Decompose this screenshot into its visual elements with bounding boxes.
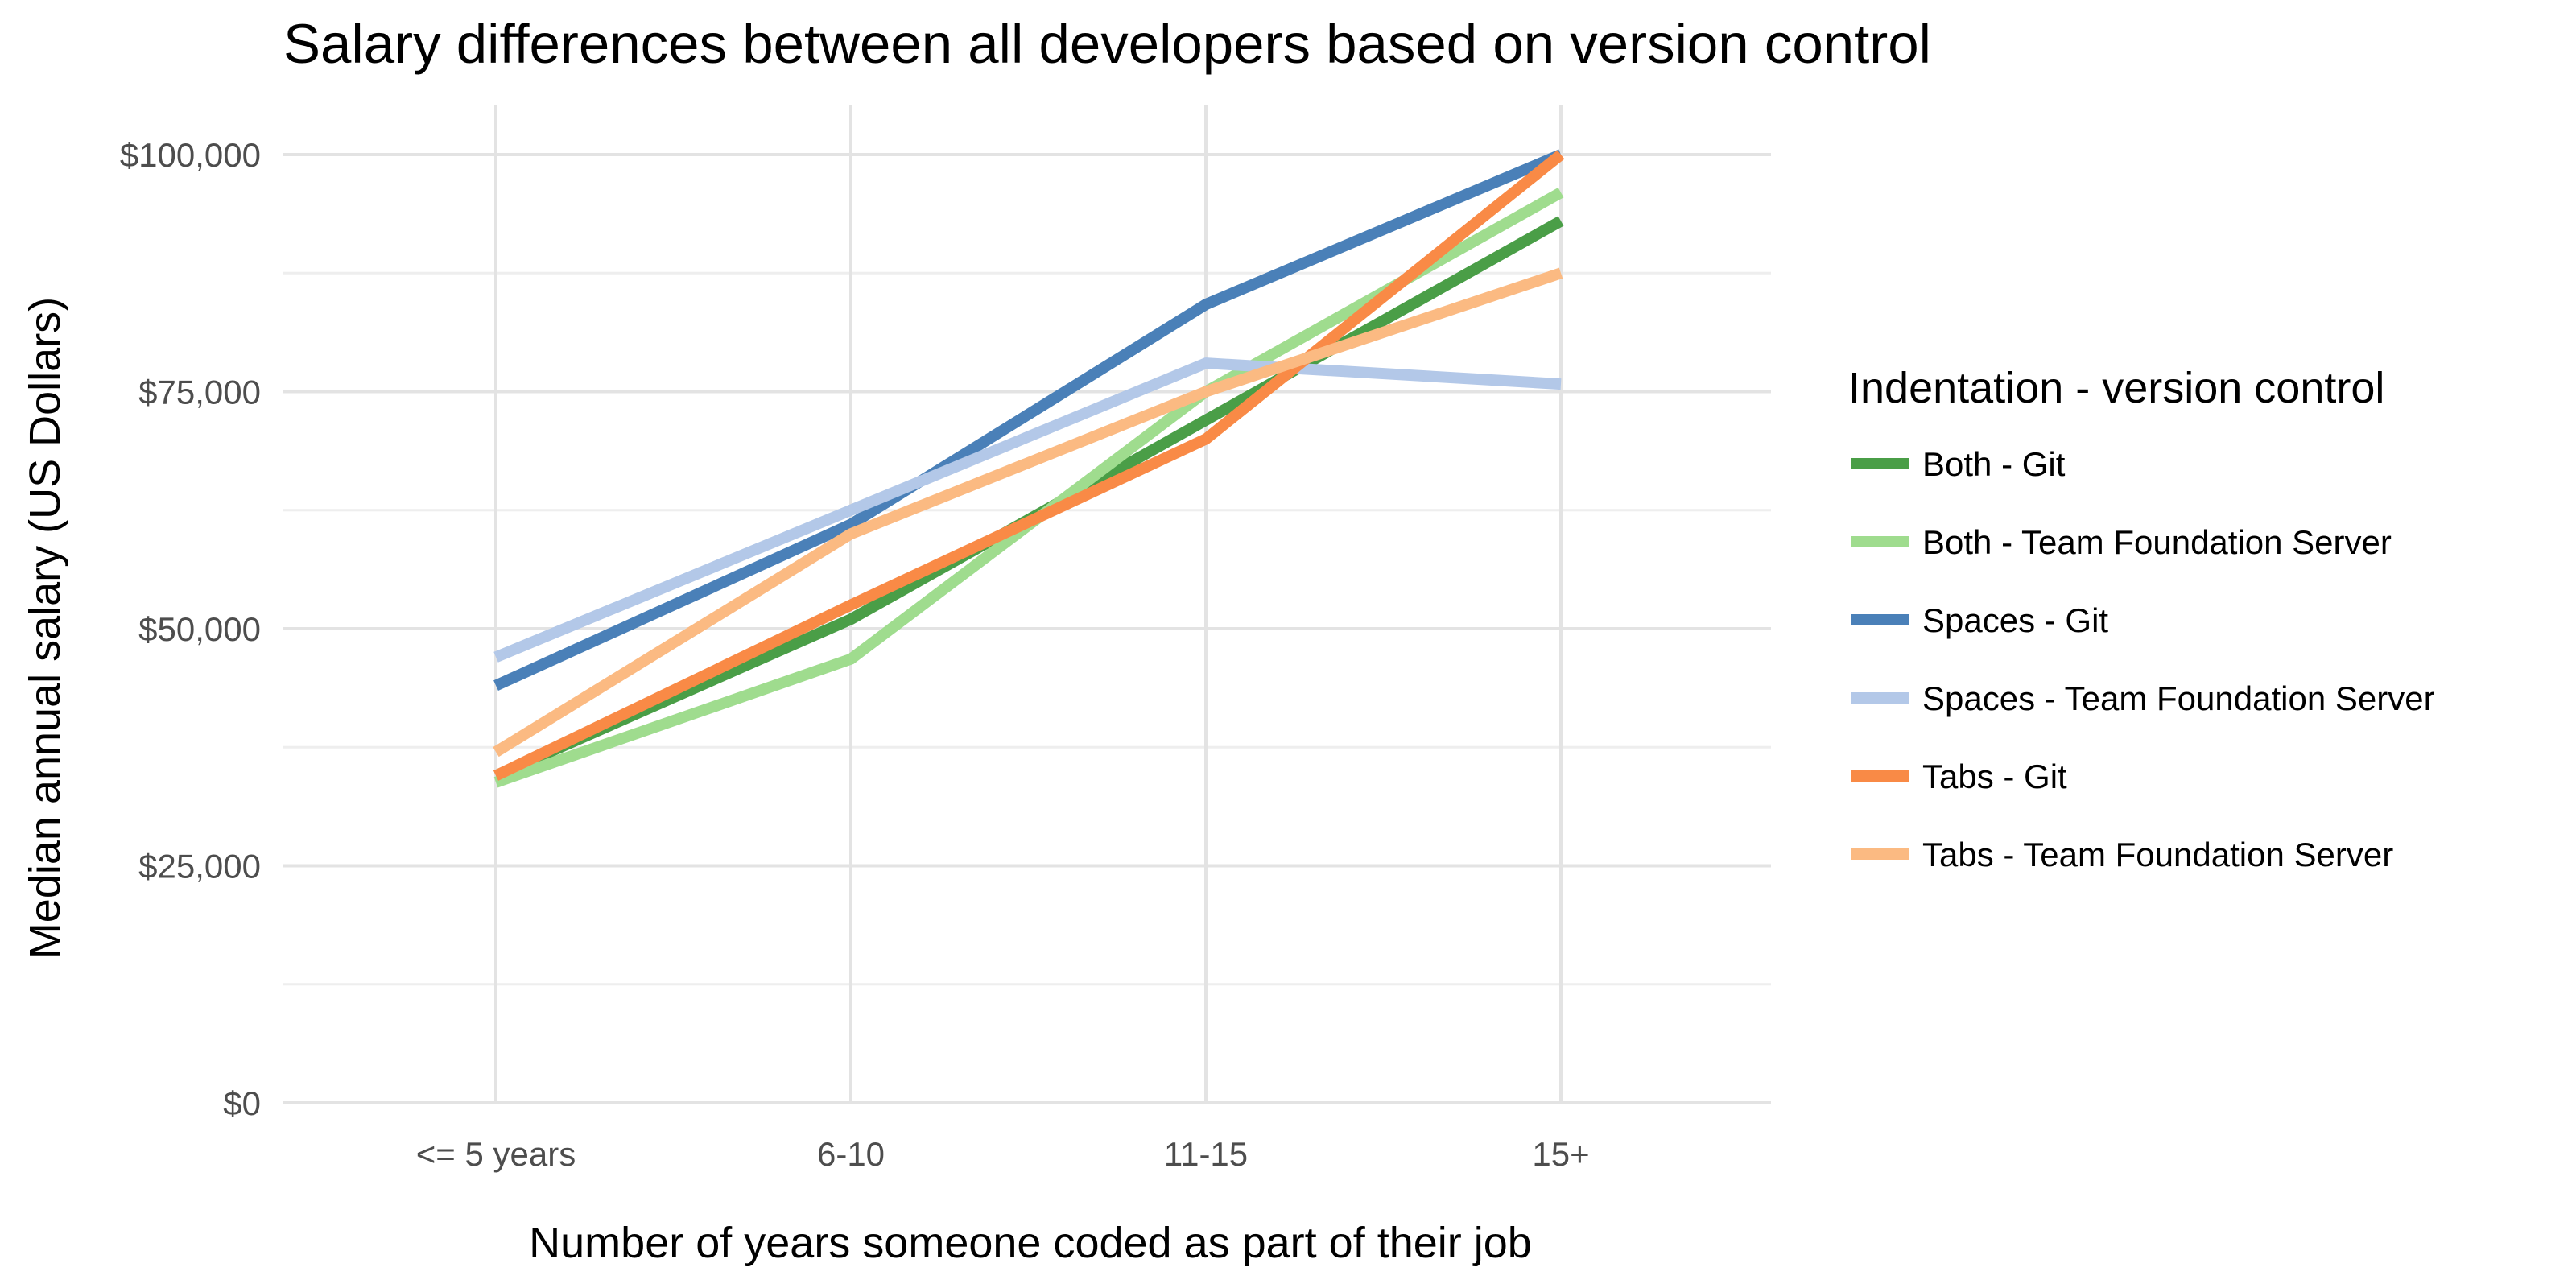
legend-label: Spaces - Team Foundation Server (1922, 679, 2435, 717)
series-line-tabs-team-foundation-server (493, 267, 1563, 758)
legend-label: Spaces - Git (1922, 601, 2108, 639)
x-tick-label: 6-10 (817, 1135, 885, 1173)
legend-items: Both - Git Both - Team Foundation Server S… (1852, 445, 2435, 873)
legend-item-tabs-git: Tabs - Git (1852, 758, 2067, 795)
x-axis-title: Number of years someone coded as part of… (529, 1219, 1532, 1267)
legend-item-spaces-git: Spaces - Git (1852, 601, 2108, 639)
series-line-spaces-git (493, 149, 1563, 691)
x-tick-label: 11-15 (1164, 1135, 1248, 1173)
y-axis-title: Median annual salary (US Dollars) (21, 297, 69, 959)
series-lines (493, 149, 1565, 788)
x-tick-label: <= 5 years (416, 1135, 576, 1173)
y-tick-label: $75,000 (138, 374, 261, 411)
x-axis-tick-labels: <= 5 years 6-10 11-15 15+ (416, 1135, 1590, 1173)
series-line-spaces-team-foundation-server (493, 357, 1562, 663)
legend-item-tabs-team-foundation-server: Tabs - Team Foundation Server (1852, 836, 2393, 873)
legend: Indentation - version control Both - Git… (1848, 364, 2435, 873)
series-line-both-git (493, 216, 1564, 781)
y-tick-label: $0 (223, 1084, 261, 1122)
legend-item-both-team-foundation-server: Both - Team Foundation Server (1852, 523, 2392, 561)
y-tick-label: $25,000 (138, 848, 261, 886)
legend-label: Tabs - Git (1922, 758, 2067, 795)
legend-label: Tabs - Team Foundation Server (1922, 836, 2393, 873)
y-axis-tick-labels: $0 $25,000 $50,000 $75,000 $100,000 (120, 136, 261, 1122)
y-tick-label: $100,000 (120, 136, 261, 174)
legend-item-spaces-team-foundation-server: Spaces - Team Foundation Server (1852, 679, 2435, 717)
series-line-tabs-git (493, 150, 1565, 781)
legend-item-both-git: Both - Git (1852, 445, 2066, 483)
legend-label: Both - Team Foundation Server (1922, 523, 2392, 561)
grid (283, 105, 1771, 1104)
x-tick-label: 15+ (1532, 1135, 1589, 1173)
chart-title: Salary differences between all developer… (283, 13, 1931, 75)
legend-title: Indentation - version control (1848, 364, 2384, 412)
y-tick-label: $50,000 (138, 610, 261, 648)
legend-label: Both - Git (1922, 445, 2066, 483)
